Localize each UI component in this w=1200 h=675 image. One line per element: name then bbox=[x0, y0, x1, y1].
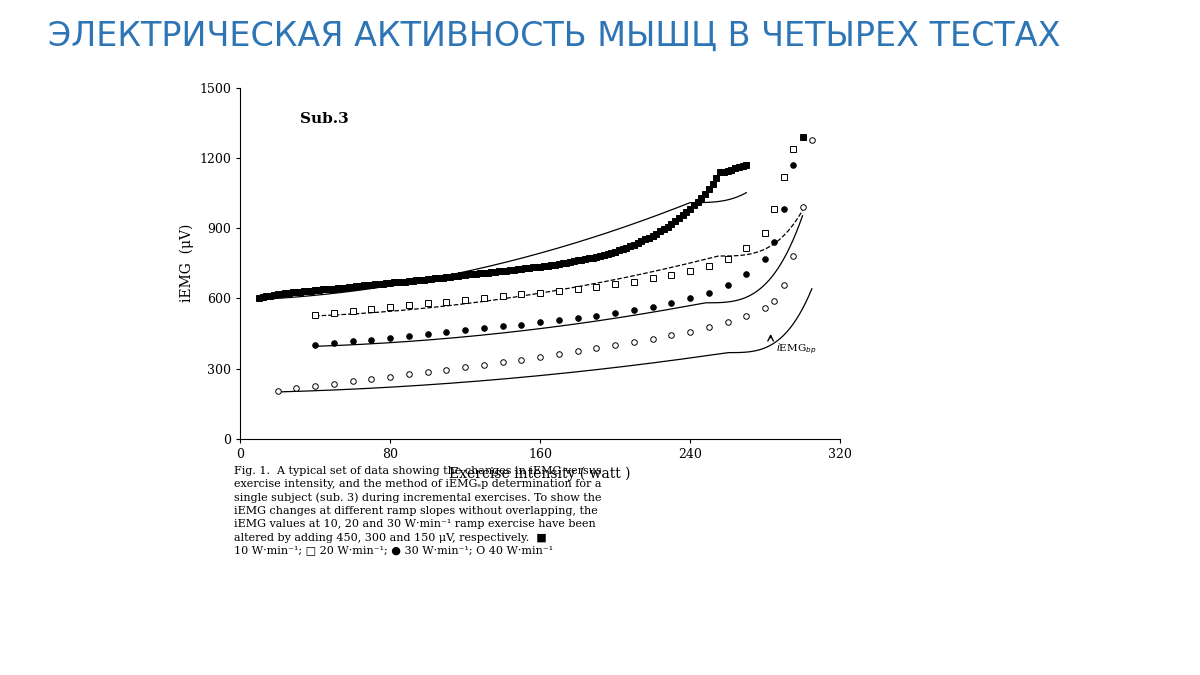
Text: $\mathit{i}$EMG$_{bp}$: $\mathit{i}$EMG$_{bp}$ bbox=[776, 342, 816, 356]
X-axis label: Exercise intensity ( watt ): Exercise intensity ( watt ) bbox=[449, 466, 631, 481]
Text: ЭЛЕКТРИЧЕСКАЯ АКТИВНОСТЬ МЫШЦ В ЧЕТЫРЕХ ТЕСТАХ: ЭЛЕКТРИЧЕСКАЯ АКТИВНОСТЬ МЫШЦ В ЧЕТЫРЕХ … bbox=[48, 20, 1061, 53]
Y-axis label: iEMG  (μV): iEMG (μV) bbox=[179, 224, 193, 302]
Text: Fig. 1.  A typical set of data showing the changes in iEMG versus
exercise inten: Fig. 1. A typical set of data showing th… bbox=[234, 466, 601, 556]
Text: Sub.3: Sub.3 bbox=[300, 112, 349, 126]
